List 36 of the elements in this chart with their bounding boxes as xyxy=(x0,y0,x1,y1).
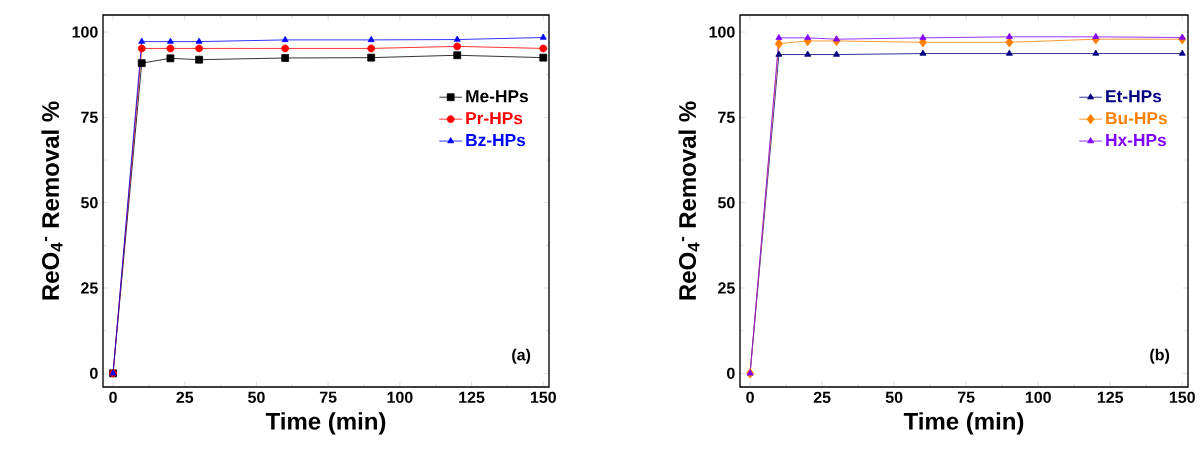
x-tick-label: 25 xyxy=(176,391,194,404)
x-tick-label: 100 xyxy=(1025,391,1051,404)
y-tick-label: 25 xyxy=(718,282,735,294)
y-tick-label: 50 xyxy=(718,197,735,209)
x-tick-label: 125 xyxy=(459,391,485,404)
x-tick-label: 75 xyxy=(319,391,337,403)
x-axis-title: Time (min) xyxy=(265,412,386,435)
x-tick-label: 125 xyxy=(1097,391,1124,404)
legend-label: Bu-HPs xyxy=(1106,112,1167,125)
y-axis-title: ReO$_{4}$$^{-}$ Removal % xyxy=(41,101,63,300)
y-tick-label: 25 xyxy=(81,282,98,294)
x-tick-label: 25 xyxy=(813,391,831,404)
y-tick-label: 100 xyxy=(709,26,735,38)
x-tick-label: 75 xyxy=(957,391,975,403)
x-axis-title: Time (min) xyxy=(903,412,1024,435)
y-tick-label: 75 xyxy=(81,111,98,123)
legend-label: Pr-HPs xyxy=(466,112,523,125)
legend-label: Et-HPs xyxy=(1106,90,1162,103)
x-tick-label: 50 xyxy=(885,391,903,404)
y-tick-label: 50 xyxy=(81,197,98,209)
annotation: (b) xyxy=(1150,348,1170,364)
y-axis-title: ReO$_{4}$$^{-}$ Removal % xyxy=(678,101,700,300)
legend-label: Me-HPs xyxy=(466,90,528,103)
x-tick-label: 150 xyxy=(530,391,556,404)
legend-label: Hx-HPs xyxy=(1106,134,1166,147)
legend-label: Bz-HPs xyxy=(466,134,526,147)
x-tick-label: 150 xyxy=(1169,391,1195,404)
x-tick-label: 0 xyxy=(746,391,754,404)
x-tick-label: 0 xyxy=(109,391,117,404)
x-tick-label: 50 xyxy=(248,391,265,404)
annotation: (a) xyxy=(512,348,531,364)
y-tick-label: 0 xyxy=(90,367,98,379)
x-tick-label: 100 xyxy=(387,391,413,404)
y-tick-label: 0 xyxy=(727,367,735,379)
y-tick-label: 100 xyxy=(72,26,98,38)
y-tick-label: 75 xyxy=(718,111,735,123)
